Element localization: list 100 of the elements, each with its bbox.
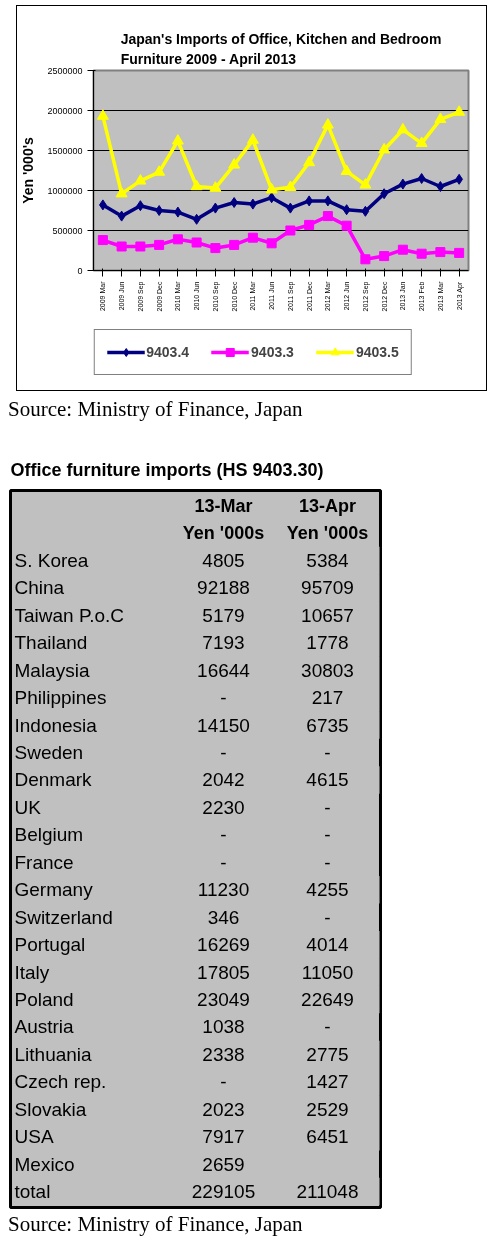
data-label: 2023	[202, 1098, 245, 1120]
point	[416, 248, 427, 259]
point	[378, 142, 391, 154]
text: -	[324, 906, 331, 928]
point	[136, 200, 145, 212]
point	[265, 182, 278, 194]
data-label: 2042	[202, 769, 245, 791]
data-label: 7917	[202, 1126, 245, 1148]
y-tick-label: Austria	[14, 1016, 75, 1038]
point	[171, 134, 184, 145]
data-label: 4014	[306, 934, 350, 956]
point	[361, 205, 370, 217]
data-label: 14150	[197, 714, 250, 736]
point	[453, 105, 466, 116]
data-label: 16269	[197, 934, 250, 956]
text: -	[324, 1016, 331, 1038]
y-tick-label: UK	[14, 796, 42, 818]
y-tick-label: Malaysia	[14, 659, 90, 681]
data-label: 22649	[301, 989, 354, 1011]
text: -	[324, 824, 331, 846]
point	[397, 244, 408, 255]
data-label: 4255	[306, 879, 349, 901]
point	[436, 181, 445, 192]
point	[285, 225, 296, 236]
point	[209, 181, 222, 192]
data-label: 4615	[306, 769, 349, 791]
y-tick-label: Italy	[14, 961, 50, 983]
point	[304, 219, 315, 230]
point	[286, 202, 295, 214]
data-label: 2659	[202, 1153, 245, 1175]
y-tick-label: Czech rep.	[14, 1071, 107, 1093]
y-tick-label: Sweden	[14, 742, 84, 764]
point	[266, 238, 277, 249]
point	[417, 173, 426, 184]
point	[267, 192, 276, 204]
y-tick-label: Denmark	[14, 769, 93, 791]
legend-label: 9403.4	[146, 344, 190, 360]
text: -	[220, 687, 227, 709]
y-tick-label: Mexico	[14, 1153, 75, 1175]
point	[303, 155, 316, 167]
point	[247, 232, 258, 243]
y-tick-label: Taiwan P.o.C	[14, 604, 124, 626]
data-label: 2775	[306, 1043, 349, 1065]
text: -	[220, 1071, 227, 1093]
x-tick-label: 13-Mar Yen '000s	[182, 495, 265, 544]
y-axis-title: Yen '000's	[20, 136, 37, 204]
point	[116, 241, 127, 252]
point	[341, 220, 352, 231]
point	[154, 239, 165, 250]
y-tick-label: 2500000	[47, 65, 83, 76]
y-tick-label: Thailand	[14, 632, 88, 654]
y-tick-label: Germany	[14, 879, 94, 901]
data-label: 7193	[202, 632, 245, 654]
point	[228, 158, 241, 169]
point	[190, 179, 203, 191]
point	[322, 211, 333, 222]
point	[117, 210, 126, 222]
data-label: 6735	[306, 714, 349, 736]
data-label: 92188	[197, 577, 250, 599]
y-tick-label: Philippines	[14, 687, 107, 709]
point	[115, 186, 128, 198]
legend-label: 9403.3	[251, 344, 294, 360]
text: -	[220, 851, 227, 873]
y-tick-label: total	[14, 1181, 51, 1203]
y-tick-label: Indonesia	[14, 714, 98, 736]
data-label: 217	[311, 687, 344, 709]
point	[360, 254, 371, 265]
chart-title: Japan's Imports of Office, Kitchen and Bedroom Furniture 2009 - April 2013	[120, 30, 442, 67]
x-tick-label: 13-Apr Yen '000s	[286, 495, 369, 544]
source-note: Source: Ministry of Finance, Japan	[8, 397, 303, 421]
point	[359, 178, 372, 189]
data-label: 16644	[197, 659, 251, 681]
point	[321, 118, 334, 129]
y-tick-label: Switzerland	[14, 906, 113, 928]
point	[96, 109, 109, 120]
data-label: 10657	[301, 604, 354, 626]
data-label: 1427	[306, 1071, 349, 1093]
y-tick-label: Lithuania	[14, 1043, 93, 1065]
y-tick-label: S. Korea	[14, 549, 89, 571]
data-label: 6451	[306, 1126, 349, 1148]
point	[435, 247, 446, 258]
data-label: 346	[207, 906, 240, 928]
data-label: 95709	[301, 577, 354, 599]
text: -	[324, 796, 331, 818]
data-label: 2529	[306, 1098, 349, 1120]
point	[342, 204, 351, 216]
point	[284, 180, 297, 191]
y-tick-label: Portugal	[14, 934, 86, 956]
point	[211, 202, 220, 214]
y-tick-label: China	[14, 577, 65, 599]
point	[153, 165, 166, 176]
point	[229, 239, 240, 250]
legend-label: 9403.5	[355, 344, 399, 360]
y-tick-label: Poland	[14, 989, 74, 1011]
data-label: 5179	[202, 604, 245, 626]
source-note: Source: Ministry of Finance, Japan	[8, 1212, 303, 1236]
data-label: 1038	[202, 1016, 245, 1038]
point	[434, 112, 447, 123]
text: -	[324, 851, 331, 873]
y-tick-label: 500000	[52, 225, 83, 236]
